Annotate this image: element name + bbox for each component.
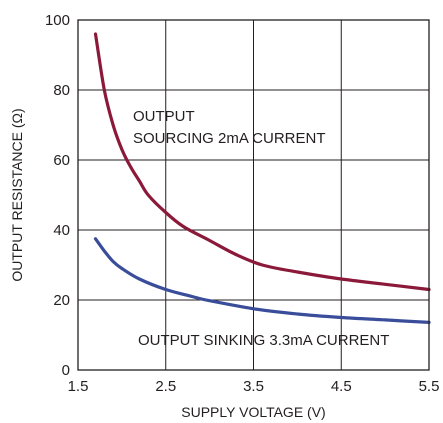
x-tick-label-0: 1.5 xyxy=(68,378,89,395)
y-tick-label-3: 60 xyxy=(53,152,70,169)
x-tick-label-3: 4.5 xyxy=(331,378,352,395)
series-sourcing-label-line-1: OUTPUT xyxy=(133,108,195,125)
x-tick-label-4: 5.5 xyxy=(419,378,440,395)
y-tick-label-4: 80 xyxy=(53,82,70,99)
x-tick-label-1: 2.5 xyxy=(155,378,176,395)
sinking-curve xyxy=(93,237,431,324)
x-tick-label-2: 3.5 xyxy=(243,378,264,395)
plot-frame xyxy=(77,19,430,371)
tick-labels: 1.5 2.5 3.5 4.5 5.5 0 20 40 60 80 100 xyxy=(45,12,439,395)
y-axis-title: OUTPUT RESISTANCE (Ω) xyxy=(9,108,25,281)
y-tick-label-1: 20 xyxy=(53,292,70,309)
grid-lines xyxy=(77,19,430,371)
sourcing-curve xyxy=(93,32,431,292)
y-tick-label-2: 40 xyxy=(53,222,70,239)
y-tick-label-0: 0 xyxy=(62,362,70,379)
series-lines xyxy=(93,32,431,324)
series-sourcing-label-line-2: SOURCING 2mA CURRENT xyxy=(133,130,326,147)
x-axis-title: SUPPLY VOLTAGE (V) xyxy=(181,404,325,420)
y-tick-label-5: 100 xyxy=(45,12,70,29)
series-sinking-label: OUTPUT SINKING 3.3mA CURRENT xyxy=(138,332,389,349)
